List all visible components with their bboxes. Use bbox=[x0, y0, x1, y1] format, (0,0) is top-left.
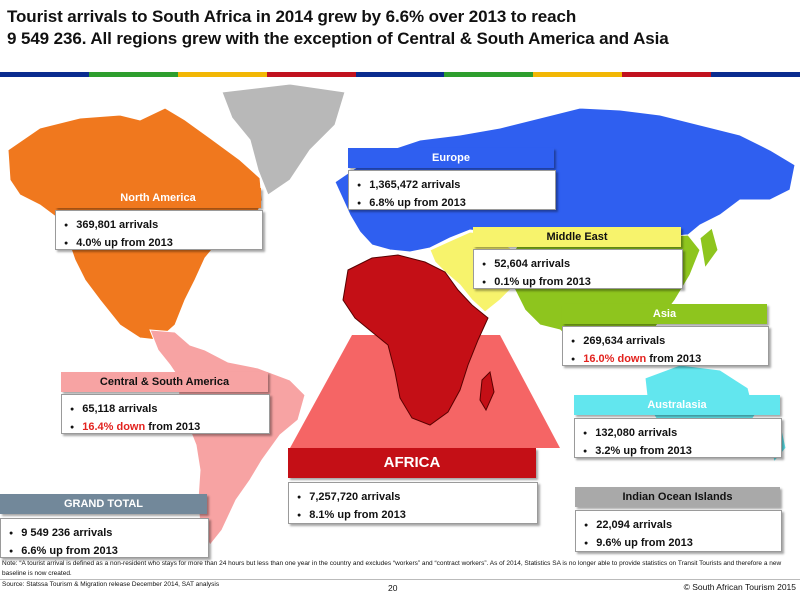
asia-header: Asia bbox=[562, 304, 767, 324]
grand-total-change: 6.6% up from 2013 bbox=[9, 543, 200, 561]
australasia-header: Australasia bbox=[574, 395, 780, 415]
page-title: Tourist arrivals to South Africa in 2014… bbox=[7, 6, 793, 50]
asia-arrivals: 269,634 arrivals bbox=[571, 333, 760, 351]
indian-ocean-arrivals: 22,094 arrivals bbox=[584, 517, 773, 535]
footer-divider bbox=[0, 579, 800, 580]
asia-change: 16.0% down from 2013 bbox=[571, 351, 760, 369]
footnote: Note: “A tourist arrival is defined as a… bbox=[2, 560, 782, 577]
stripe-segment bbox=[355, 72, 445, 77]
middle-east-box: 52,604 arrivals 0.1% up from 2013 bbox=[473, 249, 683, 289]
north-america-change: 4.0% up from 2013 bbox=[64, 235, 254, 253]
stripe-segment bbox=[177, 72, 267, 77]
australasia-change: 3.2% up from 2013 bbox=[583, 443, 773, 461]
europe-header: Europe bbox=[348, 148, 554, 168]
europe-box: 1,365,472 arrivals 6.8% up from 2013 bbox=[348, 170, 556, 210]
stripe-segment bbox=[622, 72, 712, 77]
page-number: 20 bbox=[388, 583, 398, 593]
madagascar-shape bbox=[479, 370, 495, 412]
africa-box: 7,257,720 arrivals 8.1% up from 2013 bbox=[288, 482, 538, 524]
color-stripe bbox=[0, 72, 800, 77]
africa-header: AFRICA bbox=[288, 448, 536, 478]
australasia-box: 132,080 arrivals 3.2% up from 2013 bbox=[574, 418, 782, 458]
australasia-arrivals: 132,080 arrivals bbox=[583, 425, 773, 443]
africa-arrivals: 7,257,720 arrivals bbox=[297, 489, 529, 507]
central-south-america-box: 65,118 arrivals 16.4% down from 2013 bbox=[61, 394, 270, 434]
title-line-1: Tourist arrivals to South Africa in 2014… bbox=[7, 7, 577, 26]
grand-total-arrivals: 9 549 236 arrivals bbox=[9, 525, 200, 543]
asia-change-rest: from 2013 bbox=[646, 353, 702, 365]
stripe-segment bbox=[444, 72, 534, 77]
europe-shape bbox=[334, 107, 796, 253]
europe-arrivals: 1,365,472 arrivals bbox=[357, 177, 547, 195]
middle-east-change: 0.1% up from 2013 bbox=[482, 274, 674, 292]
north-america-header: North America bbox=[55, 188, 261, 208]
middle-east-header: Middle East bbox=[473, 227, 681, 247]
stripe-segment bbox=[0, 72, 89, 77]
indian-ocean-header: Indian Ocean Islands bbox=[575, 487, 780, 507]
grand-total-header: GRAND TOTAL bbox=[0, 494, 207, 514]
middle-east-arrivals: 52,604 arrivals bbox=[482, 256, 674, 274]
central-south-america-arrivals: 65,118 arrivals bbox=[70, 401, 261, 419]
title-line-2: 9 549 236. All regions grew with the exc… bbox=[7, 29, 669, 48]
japan-shape bbox=[699, 227, 719, 270]
central-south-america-change: 16.4% down from 2013 bbox=[70, 419, 261, 437]
stripe-segment bbox=[88, 72, 178, 77]
asia-box: 269,634 arrivals 16.0% down from 2013 bbox=[562, 326, 769, 366]
stripe-segment bbox=[711, 72, 800, 77]
central-south-america-change-down: 16.4% down bbox=[82, 421, 146, 433]
asia-change-down: 16.0% down bbox=[583, 353, 647, 365]
africa-change: 8.1% up from 2013 bbox=[297, 507, 529, 525]
africa-shape bbox=[342, 254, 489, 426]
source-note: Source: Statssa Tourism & Migration rele… bbox=[2, 581, 220, 588]
europe-change: 6.8% up from 2013 bbox=[357, 195, 547, 213]
central-south-america-header: Central & South America bbox=[61, 372, 268, 392]
greenland-shape bbox=[221, 83, 346, 196]
north-america-arrivals: 369,801 arrivals bbox=[64, 217, 254, 235]
indian-ocean-box: 22,094 arrivals 9.6% up from 2013 bbox=[575, 510, 782, 552]
stripe-segment bbox=[533, 72, 623, 77]
indian-ocean-change: 9.6% up from 2013 bbox=[584, 535, 773, 553]
grand-total-box: 9 549 236 arrivals 6.6% up from 2013 bbox=[0, 518, 209, 558]
north-america-box: 369,801 arrivals 4.0% up from 2013 bbox=[55, 210, 263, 250]
central-south-america-change-rest: from 2013 bbox=[145, 421, 201, 433]
copyright: © South African Tourism 2015 bbox=[683, 582, 796, 592]
stripe-segment bbox=[266, 72, 356, 77]
